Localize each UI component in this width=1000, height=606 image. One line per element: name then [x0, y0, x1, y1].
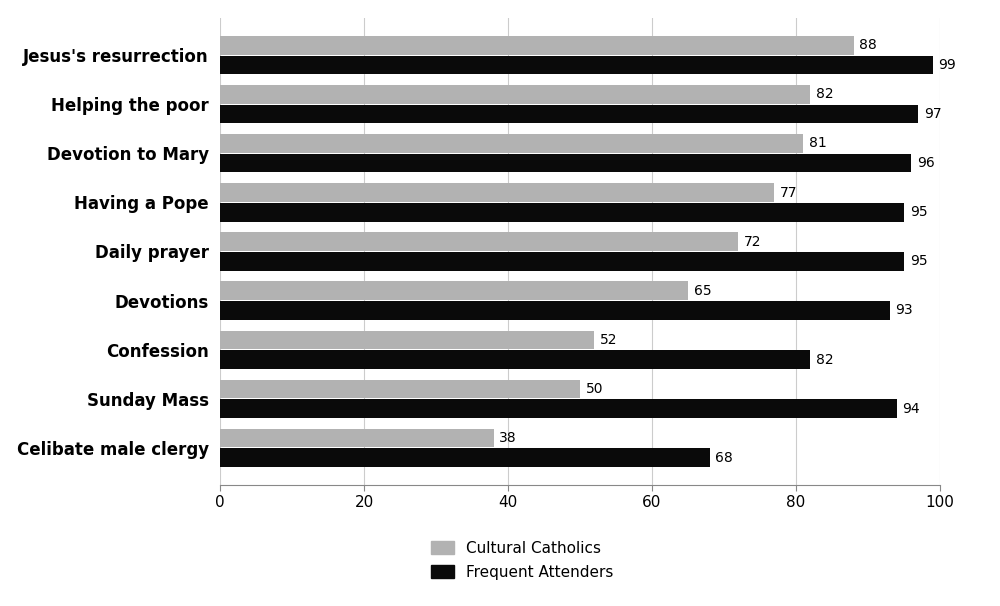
Bar [220, 429, 494, 447]
Text: 65: 65 [694, 284, 711, 298]
Bar [220, 281, 688, 300]
Bar [220, 203, 904, 222]
Bar [220, 350, 810, 369]
Bar [220, 134, 803, 153]
Text: 50: 50 [586, 382, 603, 396]
Text: 52: 52 [600, 333, 618, 347]
Bar [220, 56, 933, 74]
Bar [220, 301, 890, 320]
Bar [220, 380, 580, 398]
Text: 68: 68 [715, 451, 733, 465]
Text: 99: 99 [939, 58, 956, 72]
Text: 97: 97 [924, 107, 942, 121]
Text: 93: 93 [895, 304, 913, 318]
Bar [220, 448, 710, 467]
Text: 38: 38 [499, 431, 517, 445]
Bar [220, 232, 738, 251]
Text: 72: 72 [744, 235, 762, 248]
Bar [220, 85, 810, 104]
Bar [220, 399, 897, 418]
Text: 95: 95 [910, 255, 927, 268]
Text: 95: 95 [910, 205, 927, 219]
Text: 81: 81 [809, 136, 827, 150]
Text: 82: 82 [816, 87, 834, 101]
Bar [220, 252, 904, 271]
Bar [220, 154, 911, 173]
Text: 77: 77 [780, 185, 798, 199]
Text: 94: 94 [903, 402, 920, 416]
Bar [220, 330, 594, 349]
Text: 96: 96 [917, 156, 935, 170]
Bar [220, 105, 918, 123]
Bar [220, 183, 774, 202]
Text: 82: 82 [816, 353, 834, 367]
Bar [220, 36, 854, 55]
Legend: Cultural Catholics, Frequent Attenders: Cultural Catholics, Frequent Attenders [431, 541, 614, 580]
Text: 88: 88 [859, 38, 877, 52]
